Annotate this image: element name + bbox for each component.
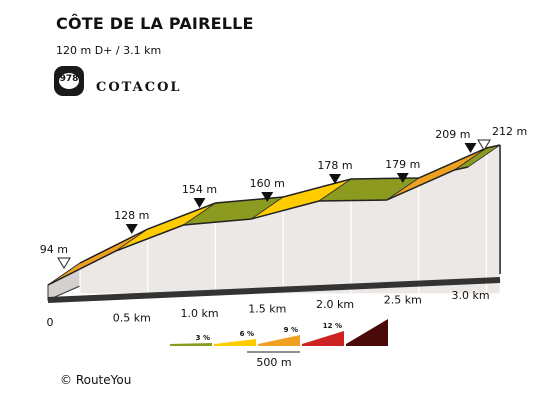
- badge-ring-icon: [58, 72, 80, 90]
- profile-base: [47, 277, 501, 303]
- distance-tick: 1.0 km: [180, 307, 218, 320]
- cotacol-number-badge: 978: [54, 66, 84, 96]
- brand-logo-text: COTACOL: [96, 80, 182, 95]
- elevation-markers: [57, 139, 491, 269]
- elevation-marker-icon: [261, 192, 274, 202]
- legend-swatch: [170, 343, 212, 346]
- elevation-label: 94 m: [40, 243, 68, 256]
- gradient-legend: 3 % 6 % 9 % 12 % 500 m: [170, 319, 388, 369]
- distance-tick: 2.0 km: [316, 298, 354, 311]
- climb-stats: 120 m D+ / 3.1 km: [56, 44, 162, 57]
- copyright-text: © RouteYou: [60, 373, 132, 387]
- elevation-label: 128 m: [114, 209, 149, 222]
- distance-tick: 0: [47, 316, 54, 329]
- legend-label: 9 %: [284, 326, 298, 334]
- legend-label: 12 %: [323, 322, 342, 330]
- base-edge: [47, 277, 501, 303]
- legend-swatch: [302, 331, 344, 346]
- profile-back-ridge: [79, 144, 501, 264]
- distance-tick: 1.5 km: [248, 303, 286, 316]
- elevation-label: 160 m: [250, 177, 285, 190]
- profile-top-faces: [47, 144, 501, 286]
- elevation-marker-icon: [396, 173, 409, 183]
- badge-number: 978: [59, 74, 79, 84]
- elevation-label: 209 m: [435, 128, 470, 141]
- elevation-labels: 94 m 128 m 154 m 160 m 178 m 179 m 209 m 212 m: [40, 125, 527, 256]
- elevation-marker-icon: [125, 224, 138, 234]
- elevation-label: 178 m: [317, 159, 352, 172]
- elevation-label: 154 m: [182, 183, 217, 196]
- legend-swatch: [214, 339, 256, 346]
- distance-tick: 3.0 km: [451, 289, 489, 302]
- legend-label: 6 %: [240, 330, 254, 338]
- elevation-marker-icon: [193, 198, 206, 208]
- distance-tick: 0.5 km: [113, 312, 151, 325]
- distance-tick: 2.5 km: [384, 294, 422, 307]
- elevation-label: 179 m: [385, 158, 420, 171]
- elevation-marker-icon: [329, 174, 341, 184]
- legend-swatch: [346, 319, 388, 346]
- distance-tick-labels: 0 0.5 km 1.0 km 1.5 km 2.0 km 2.5 km 3.0 km: [47, 289, 490, 329]
- profile-front-ridge: [47, 166, 469, 286]
- chart-title: CÔTE DE LA PAIRELLE: [56, 14, 254, 33]
- open-marker-icon: [477, 139, 491, 151]
- legend-label: 3 %: [196, 334, 210, 342]
- segment-wall: [485, 144, 501, 295]
- elevation-marker-icon: [464, 143, 477, 153]
- scale-bar-label: 500 m: [256, 356, 291, 369]
- elevation-label: 212 m: [492, 125, 527, 138]
- legend-swatch: [258, 335, 300, 346]
- open-marker-icon: [57, 257, 71, 269]
